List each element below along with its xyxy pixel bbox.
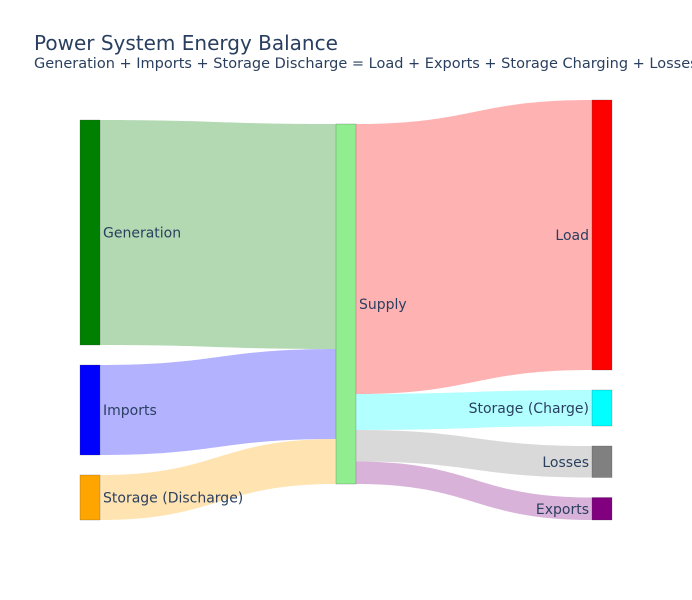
sankey-node-label-losses: Losses xyxy=(542,455,589,471)
sankey-node-label-supply: Supply xyxy=(359,297,407,313)
sankey-node-label-exports: Exports xyxy=(536,502,589,518)
sankey-nodes xyxy=(79,99,613,521)
sankey-link-supply-to-load[interactable] xyxy=(356,100,592,394)
sankey-node-storage-charge[interactable] xyxy=(591,389,613,427)
sankey-link-imports-to-supply[interactable] xyxy=(100,349,336,455)
chart-title: Power System Energy Balance xyxy=(34,31,338,55)
sankey-node-label-storage-charge: Storage (Charge) xyxy=(469,401,589,417)
sankey-node-generation[interactable] xyxy=(79,119,101,346)
sankey-node-losses[interactable] xyxy=(591,445,613,478)
sankey-labels: Generation Imports Storage (Discharge) Supp… xyxy=(103,226,589,518)
sankey-link-supply-to-losses[interactable] xyxy=(356,430,592,478)
sankey-node-imports[interactable] xyxy=(79,364,101,456)
sankey-link-supply-to-storage_charge[interactable] xyxy=(356,390,592,430)
sankey-node-load[interactable] xyxy=(591,99,613,371)
sankey-node-label-imports: Imports xyxy=(103,403,157,419)
chart-subtitle: Generation + Imports + Storage Discharge… xyxy=(34,56,692,72)
sankey-node-exports[interactable] xyxy=(591,497,613,521)
sankey-node-storage-discharge[interactable] xyxy=(79,474,101,521)
sankey-node-label-generation: Generation xyxy=(103,226,181,242)
sankey-link-supply-to-exports[interactable] xyxy=(356,461,592,521)
sankey-links xyxy=(100,100,592,520)
sankey-link-storage_discharge-to-supply[interactable] xyxy=(100,439,336,520)
sankey-link-generation-to-supply[interactable] xyxy=(100,120,336,349)
sankey-node-label-storage-discharge: Storage (Discharge) xyxy=(103,491,243,507)
sankey-node-supply[interactable] xyxy=(335,123,357,485)
sankey-node-label-load: Load xyxy=(555,228,589,244)
